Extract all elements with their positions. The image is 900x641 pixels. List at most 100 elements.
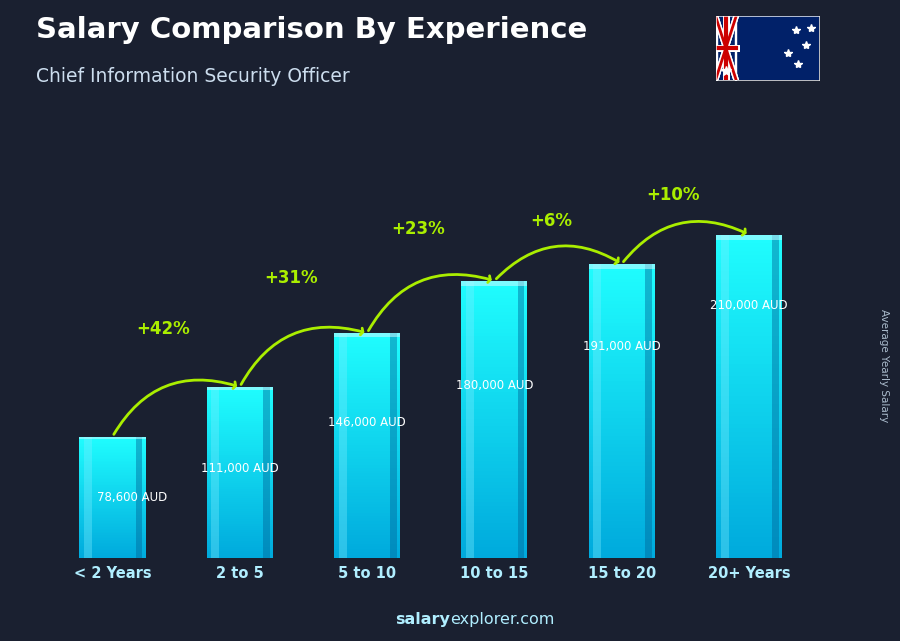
Bar [716,461,782,465]
Bar [589,462,655,466]
Bar [462,471,527,474]
Bar [207,426,273,428]
Bar [334,468,400,470]
Bar [207,526,273,528]
Text: 111,000 AUD: 111,000 AUD [201,462,279,476]
Bar [589,477,655,481]
Bar [462,395,527,399]
Bar [462,457,527,461]
Bar [136,437,142,558]
Bar [207,397,273,400]
Bar [334,493,400,496]
Bar [589,551,655,554]
Bar [716,243,782,247]
Bar [716,485,782,489]
Bar [207,387,273,389]
Bar [334,397,400,401]
Bar [207,419,273,421]
Bar [334,370,400,372]
Bar [462,402,527,405]
Bar [589,293,655,297]
Bar [589,499,655,503]
Bar [589,510,655,513]
Bar [79,472,146,473]
Bar [79,455,146,456]
Bar [589,360,655,363]
Bar [589,378,655,381]
Bar [79,553,146,554]
Bar [207,500,273,502]
Bar [716,307,782,312]
Bar [207,391,273,394]
Bar [334,533,400,535]
Bar [334,423,400,426]
Bar [79,521,146,523]
Bar [79,528,146,529]
Bar [207,457,273,460]
Bar [462,520,527,523]
Bar [589,337,655,341]
Bar [79,487,146,488]
Bar [462,392,527,395]
Bar [334,456,400,460]
Bar [589,297,655,301]
Bar [207,513,273,515]
Bar [79,512,146,514]
Bar [716,356,782,360]
Bar [589,539,655,543]
Bar [462,399,527,402]
Bar [207,545,273,547]
Bar [79,453,146,455]
Bar [334,460,400,462]
Bar [79,515,146,517]
Bar [716,400,782,404]
Bar [462,326,527,329]
Bar [462,485,527,488]
Bar [593,264,601,558]
Bar [334,375,400,378]
Bar [462,298,527,301]
Bar [462,412,527,416]
Bar [716,554,782,558]
Bar [212,387,220,558]
Bar [207,524,273,526]
Bar [338,333,346,558]
Bar [79,497,146,499]
Bar [716,336,782,340]
Bar [716,344,782,347]
Bar [462,444,527,447]
Bar [462,308,527,312]
Bar [334,378,400,381]
Bar [716,283,782,287]
Bar [462,322,527,326]
Bar [716,469,782,473]
Bar [716,545,782,549]
Bar [462,513,527,516]
Bar [462,305,527,308]
Bar [79,470,146,472]
Bar [79,469,146,470]
Bar [79,474,146,476]
Bar [462,291,527,295]
Bar [716,347,782,352]
Bar [716,529,782,533]
Bar [207,476,273,479]
Bar [716,267,782,271]
Bar [334,350,400,353]
Bar [207,472,273,474]
Bar [334,429,400,431]
Bar [462,353,527,357]
Bar [207,534,273,537]
Bar [79,488,146,490]
Bar [716,238,782,243]
Bar [79,482,146,483]
Bar [589,319,655,322]
Bar [79,508,146,510]
Bar [79,479,146,481]
Bar [79,443,146,444]
Bar [716,271,782,275]
Bar [462,312,527,315]
Bar [79,549,146,550]
Bar [716,537,782,542]
Bar [462,506,527,509]
